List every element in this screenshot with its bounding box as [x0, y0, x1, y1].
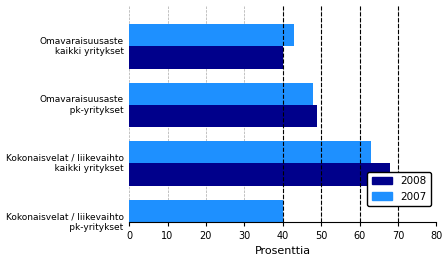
Bar [129, 83, 314, 105]
Bar [129, 200, 283, 222]
X-axis label: Prosenttia: Prosenttia [254, 247, 311, 256]
Legend: 2008, 2007: 2008, 2007 [367, 172, 431, 206]
Bar [129, 24, 294, 46]
Bar [129, 163, 390, 185]
Bar [129, 141, 371, 163]
Bar [129, 46, 283, 69]
Bar [129, 222, 283, 244]
Bar [129, 105, 317, 127]
